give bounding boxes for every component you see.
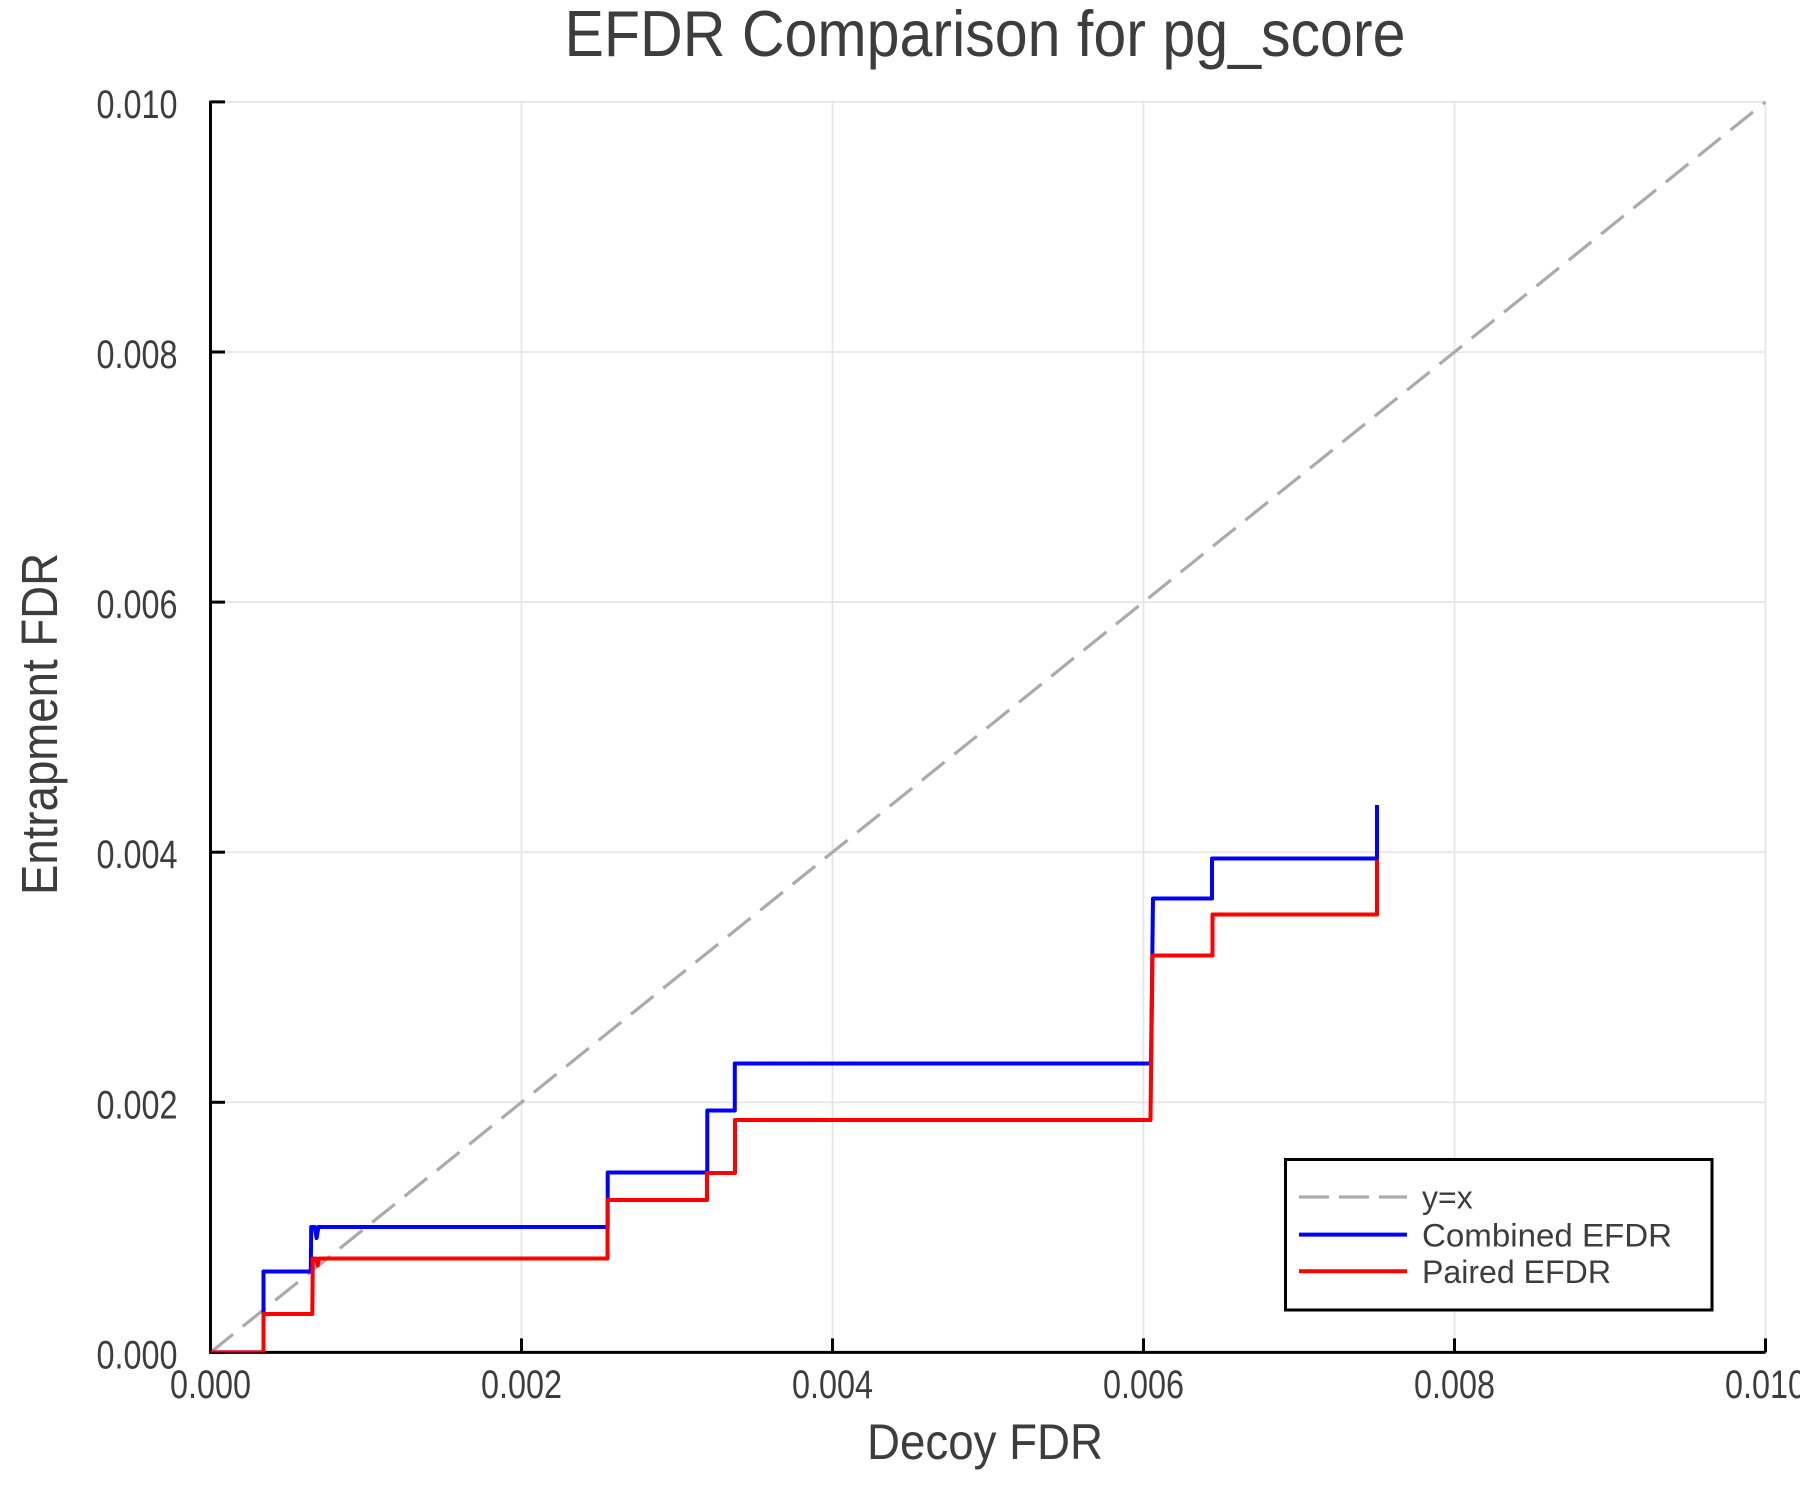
svg-text:Decoy FDR: Decoy FDR <box>867 1414 1103 1470</box>
svg-text:0.000: 0.000 <box>170 1363 251 1407</box>
svg-text:0.004: 0.004 <box>792 1363 873 1407</box>
svg-text:0.008: 0.008 <box>97 333 178 377</box>
svg-text:Combined EFDR: Combined EFDR <box>1422 1217 1672 1253</box>
svg-text:0.010: 0.010 <box>97 83 178 127</box>
svg-text:EFDR Comparison for pg_score: EFDR Comparison for pg_score <box>565 0 1406 70</box>
svg-text:0.006: 0.006 <box>1103 1363 1184 1407</box>
svg-text:Entrapment FDR: Entrapment FDR <box>11 553 68 895</box>
svg-text:Paired EFDR: Paired EFDR <box>1422 1254 1611 1290</box>
svg-text:0.004: 0.004 <box>97 833 178 877</box>
svg-text:0.002: 0.002 <box>481 1363 562 1407</box>
svg-text:0.010: 0.010 <box>1725 1363 1800 1407</box>
svg-text:0.006: 0.006 <box>97 583 178 627</box>
svg-text:0.002: 0.002 <box>97 1083 178 1127</box>
svg-text:0.000: 0.000 <box>97 1334 178 1378</box>
svg-text:y=x: y=x <box>1422 1180 1473 1216</box>
svg-text:0.008: 0.008 <box>1414 1363 1495 1407</box>
